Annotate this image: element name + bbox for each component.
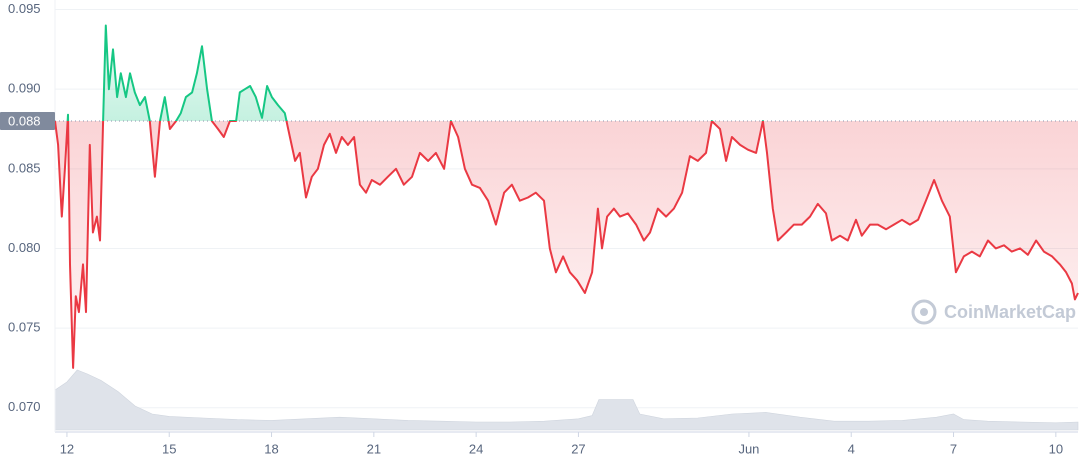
watermark: CoinMarketCap <box>911 299 1076 325</box>
x-tick-label: 12 <box>60 441 74 456</box>
x-tick-label: Jun <box>738 441 759 456</box>
volume-area <box>54 369 1079 431</box>
area-fill <box>55 25 1078 368</box>
watermark-text: CoinMarketCap <box>944 302 1076 322</box>
x-tick-label: 4 <box>848 441 855 456</box>
y-tick-label: 0.070 <box>8 399 41 414</box>
y-tick-label: 0.080 <box>8 240 41 255</box>
y-tick-label: 0.095 <box>8 1 41 16</box>
x-tick-label: 7 <box>950 441 957 456</box>
x-tick-label: 18 <box>264 441 278 456</box>
x-tick-label: 21 <box>367 441 381 456</box>
x-tick-label: 15 <box>162 441 176 456</box>
x-tick-label: 10 <box>1049 441 1063 456</box>
price-line <box>54 24 1079 369</box>
x-tick-label: 27 <box>571 441 585 456</box>
y-tick-label: 0.085 <box>8 160 41 175</box>
reference-label-box <box>0 112 55 131</box>
y-tick-label: 0.090 <box>8 81 41 96</box>
reference-label: 0.088 <box>8 113 41 128</box>
x-tick-label: 24 <box>469 441 483 456</box>
y-tick-label: 0.075 <box>8 320 41 335</box>
